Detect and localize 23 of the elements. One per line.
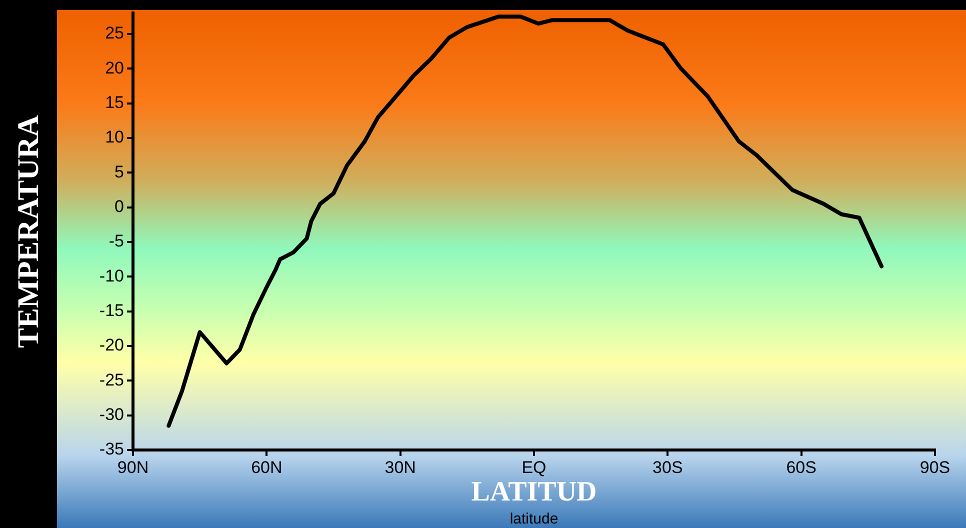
- y-tick-label: 20: [105, 58, 124, 78]
- y-tick-label: 0: [114, 197, 124, 216]
- y-tick-label: -30: [99, 405, 124, 424]
- y-tick-label: 15: [105, 93, 124, 112]
- x-axis-title: LATITUD: [471, 476, 597, 508]
- y-tick-label: -15: [99, 301, 124, 320]
- y-tick-label: -25: [99, 370, 124, 390]
- x-tick-label: 30S: [652, 458, 683, 477]
- y-tick-label: -20: [99, 336, 124, 355]
- y-tick-label: 5: [114, 162, 124, 182]
- x-tick-label: 30N: [384, 458, 416, 477]
- y-tick-label: -5: [108, 232, 124, 251]
- y-tick-label: 10: [105, 128, 124, 147]
- y-axis-title: TEMPERATURA: [12, 114, 45, 348]
- y-tick-label: -10: [99, 266, 124, 286]
- x-tick-label: 90N: [117, 458, 149, 477]
- y-tick-label: 25: [105, 24, 124, 43]
- x-tick-label: 60S: [786, 458, 816, 477]
- x-tick-label: 90S: [920, 458, 950, 477]
- x-tick-label: 60N: [251, 458, 282, 477]
- text: latitude: [510, 510, 558, 528]
- x-tick-label: EQ: [522, 458, 546, 477]
- y-tick-label: -35: [99, 440, 124, 459]
